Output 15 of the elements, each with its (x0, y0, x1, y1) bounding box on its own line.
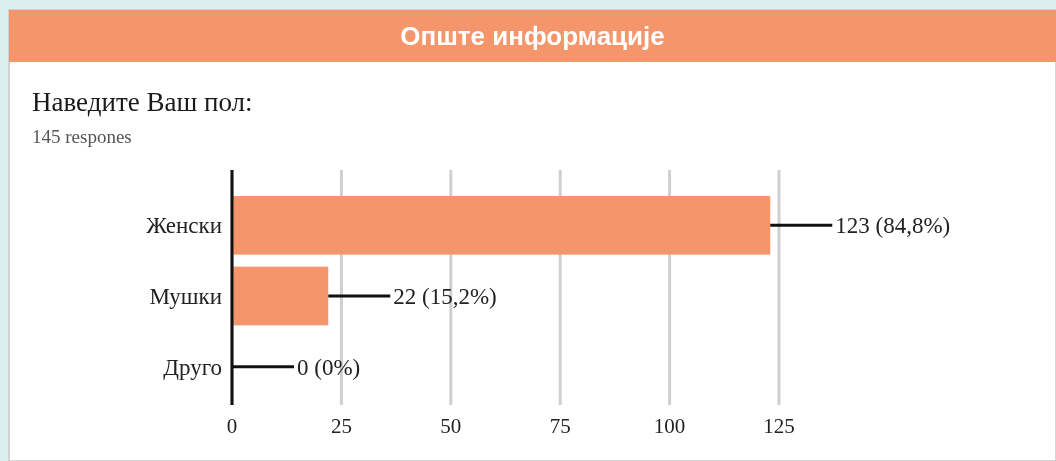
x-tick-label: 75 (549, 414, 571, 438)
data-label: 22 (15,2%) (393, 284, 497, 310)
y-tick-label: Мушки (149, 284, 222, 310)
y-tick-label: Друго (163, 354, 222, 380)
x-tick-label: 100 (653, 414, 686, 438)
data-label: 0 (0%) (297, 354, 361, 380)
x-tick-label: 125 (763, 414, 795, 438)
x-tick-label: 0 (226, 414, 238, 438)
text: 145 respones (32, 126, 132, 147)
chart-title: Опште информације (400, 21, 665, 52)
chart-subtitle: Наведите Ваш пол: (32, 87, 253, 117)
y-tick-label: Женски (146, 213, 222, 239)
x-tick-label: 50 (440, 414, 462, 438)
x-tick-label: 25 (330, 414, 352, 438)
data-label: 123 (84,8%) (835, 213, 951, 239)
